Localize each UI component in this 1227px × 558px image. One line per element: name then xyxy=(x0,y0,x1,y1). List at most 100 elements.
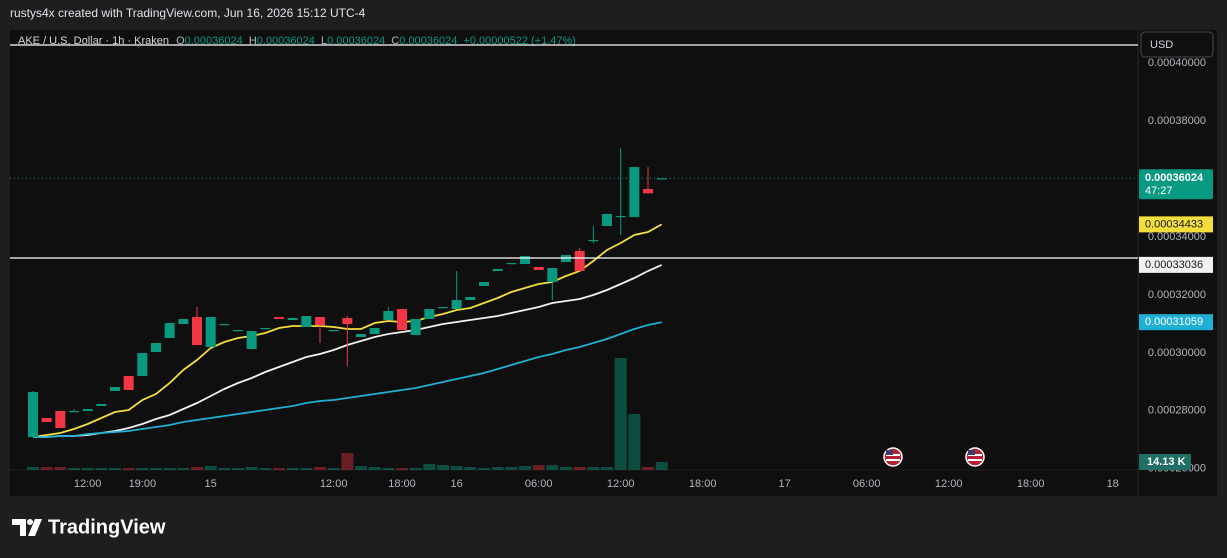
candle-body xyxy=(69,411,80,413)
candle-body xyxy=(451,300,462,310)
volume-bar xyxy=(245,467,258,470)
y-tick-label: 0.00040000 xyxy=(1148,57,1206,69)
x-tick-label: 19:00 xyxy=(129,478,157,490)
volume-bar xyxy=(95,468,108,470)
volume-bar xyxy=(382,468,395,470)
volume-bar xyxy=(532,465,545,470)
y-tick-label: 0.00038000 xyxy=(1148,115,1206,127)
volume-bar xyxy=(68,468,81,470)
candle-body xyxy=(82,409,93,412)
series-price-box xyxy=(1139,314,1213,331)
candle-body xyxy=(520,256,531,264)
candle-body xyxy=(260,328,271,330)
ohlc-value: 0.00036024 xyxy=(327,35,385,47)
candle-body xyxy=(615,216,626,218)
legend-header: AKE / U.S. Dollar · 1h · Kraken O0.00036… xyxy=(18,35,576,47)
candle-body xyxy=(588,240,599,242)
x-tick-label: 18 xyxy=(1107,478,1119,490)
candle-body xyxy=(55,411,66,428)
volume-bar xyxy=(560,467,573,470)
volume-bar xyxy=(327,468,340,470)
candle-body xyxy=(328,330,339,332)
volume-bar xyxy=(232,468,245,470)
volume-bar xyxy=(218,468,231,470)
candle-body xyxy=(424,309,435,320)
volume-bar xyxy=(259,468,272,470)
candle-body xyxy=(438,307,449,309)
x-tick-label: 12:00 xyxy=(320,478,348,490)
ohlc-letter: O xyxy=(176,35,185,47)
x-tick-label: 15 xyxy=(205,478,217,490)
series-price-label: 0.00033036 xyxy=(1145,259,1203,271)
volume-bar xyxy=(40,467,53,470)
volume-bar xyxy=(409,468,422,470)
candle-body xyxy=(123,376,134,390)
candle-body xyxy=(315,317,326,326)
candle-body xyxy=(192,317,203,346)
volume-bar xyxy=(478,468,491,470)
candle-body xyxy=(219,324,230,326)
x-tick-label: 18:00 xyxy=(689,478,717,490)
volume-bar xyxy=(109,468,122,470)
x-tick-label: 17 xyxy=(779,478,791,490)
ohlc-letter: C xyxy=(391,35,399,47)
candle-body xyxy=(96,404,107,406)
volume-bar xyxy=(150,468,163,470)
y-tick-label: 0.00028000 xyxy=(1148,405,1206,417)
volume-bar xyxy=(437,465,450,470)
ohlc-letter: H xyxy=(249,35,257,47)
candle-body xyxy=(533,267,544,270)
chart-area xyxy=(10,30,1217,496)
series-price-label: 0.00031059 xyxy=(1145,316,1203,328)
volume-bar xyxy=(286,468,299,470)
ohlc-value: 0.00036024 xyxy=(185,35,243,47)
volume-bar xyxy=(136,468,149,470)
volume-bar xyxy=(300,468,313,470)
candle-body xyxy=(656,178,667,180)
series-price-label: 0.00034433 xyxy=(1145,218,1203,230)
volume-bar xyxy=(368,467,381,470)
candle-body xyxy=(151,343,162,353)
volume-bar xyxy=(54,467,67,470)
volume-bar xyxy=(81,468,94,470)
series-price-box xyxy=(1139,256,1213,273)
volume-bar xyxy=(355,465,368,470)
volume-bar xyxy=(423,464,436,470)
ohlc-letter: L xyxy=(321,35,327,47)
volume-bar xyxy=(396,468,409,470)
currency-button[interactable] xyxy=(1140,31,1214,58)
volume-bar xyxy=(505,467,518,470)
x-tick-label: 18:00 xyxy=(388,478,416,490)
countdown: 47:27 xyxy=(1145,185,1173,197)
caption: rustys4x created with TradingView.com, J… xyxy=(10,6,366,20)
candle-body xyxy=(178,319,189,324)
candle-body xyxy=(356,334,367,338)
volume-bar xyxy=(27,467,39,470)
volume-bar xyxy=(573,467,586,470)
candle-body xyxy=(342,318,353,324)
candle-body xyxy=(233,330,244,332)
volume-bar xyxy=(163,468,176,470)
volume-label: 14.13 K xyxy=(1147,456,1186,468)
volume-bar xyxy=(204,465,217,470)
x-tick-label: 12:00 xyxy=(935,478,963,490)
volume-bar xyxy=(601,467,614,470)
x-tick-label: 16 xyxy=(451,478,463,490)
plot: 12:00 19:00 15 12:00 18:00 16 06:00 12:00 18:00 1… xyxy=(10,148,1138,490)
volume-bar xyxy=(642,467,655,470)
brand: TradingView xyxy=(48,516,166,538)
candle-body xyxy=(397,309,408,330)
volume-box xyxy=(1139,454,1191,471)
volume-bar xyxy=(464,467,477,470)
volume-bar xyxy=(122,468,135,470)
event-flag xyxy=(965,447,985,467)
candle-body xyxy=(41,418,52,422)
volume-bar xyxy=(655,462,668,470)
volume-bar xyxy=(341,453,354,470)
volume-bar xyxy=(450,465,463,470)
volume-bar xyxy=(314,467,327,470)
currency[interactable]: USD xyxy=(1150,39,1173,51)
candle-body xyxy=(246,331,257,350)
candle-body xyxy=(506,263,517,265)
x-tick-label: 12:00 xyxy=(607,478,635,490)
